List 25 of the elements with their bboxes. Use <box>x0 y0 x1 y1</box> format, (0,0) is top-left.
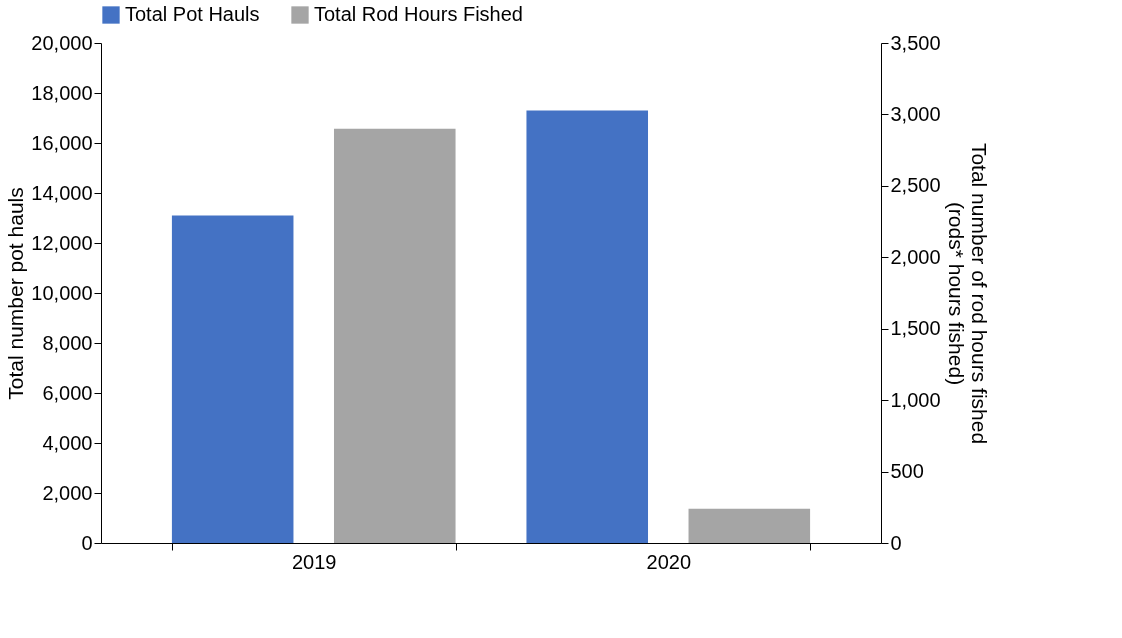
legend-label: Total Pot Hauls <box>125 3 260 25</box>
y2-tick-label: 2,500 <box>890 174 941 197</box>
y-tick-label: 0 <box>81 531 93 554</box>
y-tick-label: 14,000 <box>31 181 93 204</box>
y2-tick-label: 2,000 <box>890 245 941 268</box>
legend-label: Total Rod Hours Fished <box>314 3 523 25</box>
y-tick-label: 4,000 <box>42 431 93 454</box>
y-tick-label: 10,000 <box>31 281 93 304</box>
y2-tick-label: 500 <box>890 460 924 483</box>
y-axis-title: Total number pot hauls <box>4 187 28 400</box>
y2-tick-label: 3,000 <box>890 102 941 125</box>
y-tick-label: 8,000 <box>42 331 93 354</box>
y-tick-label: 20,000 <box>31 31 93 54</box>
x-tick-label: 2020 <box>646 550 692 573</box>
y-tick-label: 16,000 <box>31 131 93 154</box>
y-tick-label: 6,000 <box>42 381 93 404</box>
y2-tick-label: 1,000 <box>890 388 941 411</box>
y2-tick-label: 0 <box>890 531 902 554</box>
y-tick-label: 2,000 <box>42 481 93 504</box>
y2-tick-label: 1,500 <box>890 317 941 340</box>
y2-tick-label: 3,500 <box>890 31 941 54</box>
x-tick-label: 2019 <box>291 550 337 573</box>
y-tick-label: 12,000 <box>31 231 93 254</box>
y2-axis-title: Total number of rod hours fished (rods* hours fished) <box>944 142 991 445</box>
y-tick-label: 18,000 <box>31 81 93 104</box>
